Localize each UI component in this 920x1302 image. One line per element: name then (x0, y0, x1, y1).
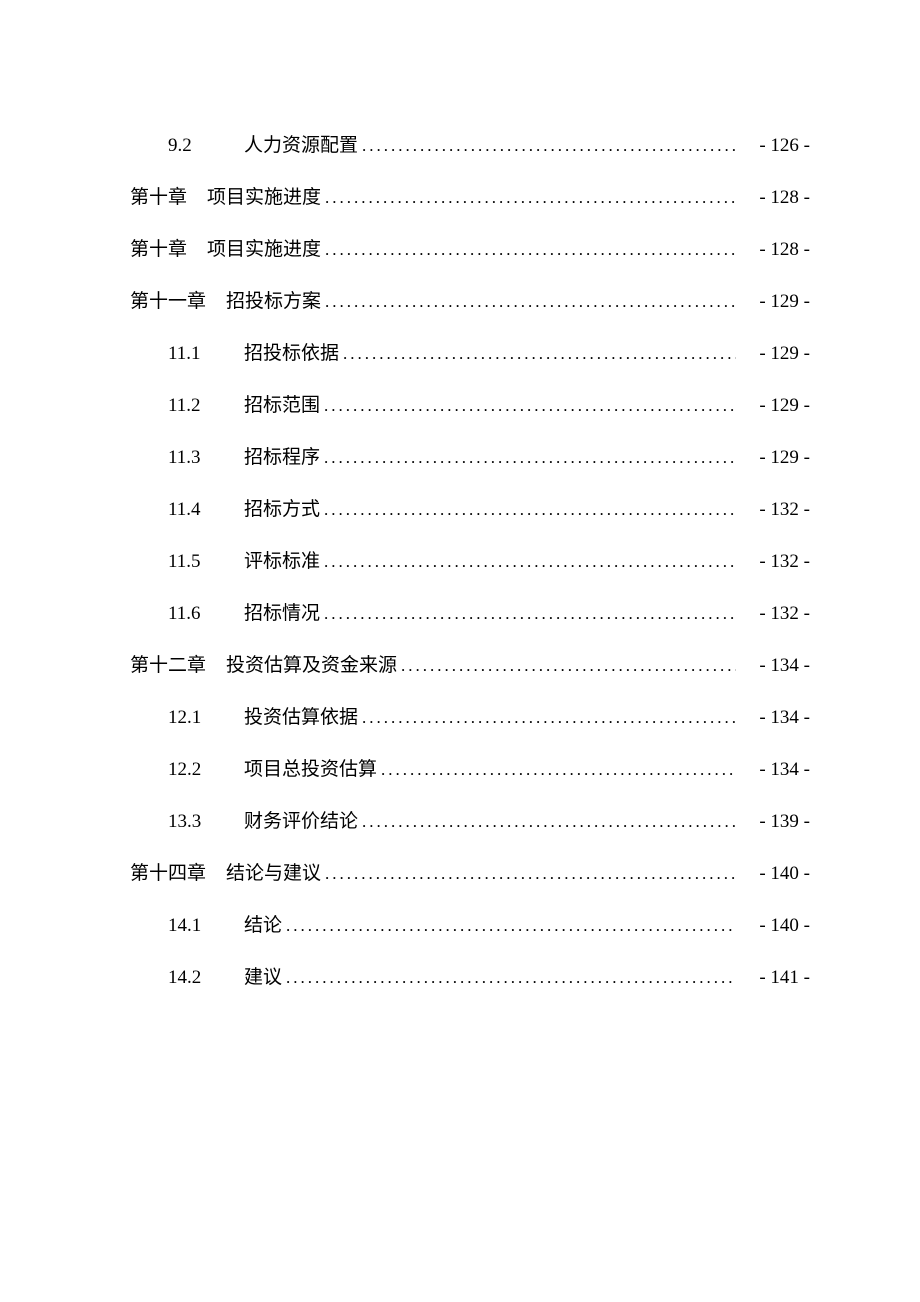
toc-entry: 11.4招标方式................................… (130, 484, 810, 536)
toc-entry-page: - 139 - (740, 796, 810, 848)
toc-leader-dots: ........................................… (324, 432, 736, 484)
toc-leader-dots: ........................................… (362, 692, 736, 744)
toc-leader-dots: ........................................… (324, 484, 736, 536)
toc-entry-title: 财务评价结论 (244, 796, 358, 848)
toc-entry-page: - 140 - (740, 848, 810, 900)
toc-entry: 第十四章结论与建议...............................… (130, 848, 810, 900)
toc-entry-number: 13.3 (168, 796, 232, 848)
toc-entry: 11.1招投标依据...............................… (130, 328, 810, 380)
toc-leader-dots: ........................................… (286, 900, 736, 952)
toc-entry-page: - 128 - (740, 172, 810, 224)
toc-leader-dots: ........................................… (324, 380, 736, 432)
toc-entry-title: 招标情况 (244, 588, 320, 640)
toc-leader-dots: ........................................… (362, 120, 736, 172)
toc-entry: 12.2项目总投资估算.............................… (130, 744, 810, 796)
toc-entry-title: 招标方式 (244, 484, 320, 536)
toc-entry-number: 14.1 (168, 900, 232, 952)
toc-entry: 11.6招标情况................................… (130, 588, 810, 640)
toc-leader-dots: ........................................… (325, 848, 736, 900)
toc-entry: 第十一章招投标方案...............................… (130, 276, 810, 328)
toc-entry-title: 招标程序 (244, 432, 320, 484)
toc-entry: 12.1投资估算依据..............................… (130, 692, 810, 744)
toc-entry-title: 投资估算依据 (244, 692, 358, 744)
toc-entry-page: - 134 - (740, 640, 810, 692)
toc-entry-number: 12.1 (168, 692, 232, 744)
toc-leader-dots: ........................................… (324, 536, 736, 588)
toc-leader-dots: ........................................… (325, 172, 736, 224)
toc-entry: 11.5评标标准................................… (130, 536, 810, 588)
toc-entry: 第十章项目实施进度...............................… (130, 224, 810, 276)
toc-entry-title: 结论 (244, 900, 282, 952)
toc-entry: 第十二章投资估算及资金来源...........................… (130, 640, 810, 692)
toc-entry-page: - 129 - (740, 432, 810, 484)
toc-entry-title: 项目总投资估算 (244, 744, 377, 796)
toc-entry-page: - 141 - (740, 952, 810, 1004)
toc-entry-page: - 129 - (740, 380, 810, 432)
toc-entry-title: 投资估算及资金来源 (226, 640, 397, 692)
toc-entry: 9.2人力资源配置...............................… (130, 120, 810, 172)
toc-entry-number: 9.2 (168, 120, 232, 172)
toc-entry-page: - 132 - (740, 484, 810, 536)
toc-entry-number: 第十一章 (130, 276, 206, 328)
toc-entry-number: 第十二章 (130, 640, 206, 692)
toc-entry-title: 招投标依据 (244, 328, 339, 380)
toc-leader-dots: ........................................… (381, 744, 736, 796)
toc-entry-number: 11.6 (168, 588, 232, 640)
toc-leader-dots: ........................................… (401, 640, 736, 692)
toc-entry-number: 第十章 (130, 224, 187, 276)
toc-entry-title: 结论与建议 (226, 848, 321, 900)
toc-entry-page: - 140 - (740, 900, 810, 952)
toc-entry-number: 14.2 (168, 952, 232, 1004)
toc-leader-dots: ........................................… (286, 952, 736, 1004)
toc-entry: 14.1结论..................................… (130, 900, 810, 952)
toc-entry-page: - 128 - (740, 224, 810, 276)
toc-entry-title: 评标标准 (244, 536, 320, 588)
toc-entry-page: - 134 - (740, 744, 810, 796)
toc-entry-title: 招投标方案 (226, 276, 321, 328)
toc-leader-dots: ........................................… (325, 276, 736, 328)
toc-leader-dots: ........................................… (362, 796, 736, 848)
toc-entry-number: 12.2 (168, 744, 232, 796)
toc-entry-title: 招标范围 (244, 380, 320, 432)
toc-entry-number: 11.3 (168, 432, 232, 484)
toc-entry-number: 第十章 (130, 172, 187, 224)
toc-entry-page: - 126 - (740, 120, 810, 172)
toc-entry-page: - 132 - (740, 588, 810, 640)
toc-leader-dots: ........................................… (324, 588, 736, 640)
toc-entry: 11.3招标程序................................… (130, 432, 810, 484)
toc-entry-number: 11.1 (168, 328, 232, 380)
toc-entry-page: - 134 - (740, 692, 810, 744)
toc-entry-title: 建议 (244, 952, 282, 1004)
toc-entry-number: 11.5 (168, 536, 232, 588)
toc-entry-page: - 129 - (740, 276, 810, 328)
toc-entry-page: - 129 - (740, 328, 810, 380)
toc-entry-title: 项目实施进度 (207, 172, 321, 224)
toc-leader-dots: ........................................… (325, 224, 736, 276)
toc-entry: 第十章项目实施进度...............................… (130, 172, 810, 224)
toc-entry-title: 人力资源配置 (244, 120, 358, 172)
toc-entry-number: 11.2 (168, 380, 232, 432)
toc-entry-number: 第十四章 (130, 848, 206, 900)
toc-entry: 14.2建议..................................… (130, 952, 810, 1004)
toc-entry-page: - 132 - (740, 536, 810, 588)
toc-leader-dots: ........................................… (343, 328, 736, 380)
toc-entry-number: 11.4 (168, 484, 232, 536)
toc-entry: 13.3财务评价结论..............................… (130, 796, 810, 848)
table-of-contents: 9.2人力资源配置...............................… (130, 120, 810, 1004)
toc-entry: 11.2招标范围................................… (130, 380, 810, 432)
toc-entry-title: 项目实施进度 (207, 224, 321, 276)
